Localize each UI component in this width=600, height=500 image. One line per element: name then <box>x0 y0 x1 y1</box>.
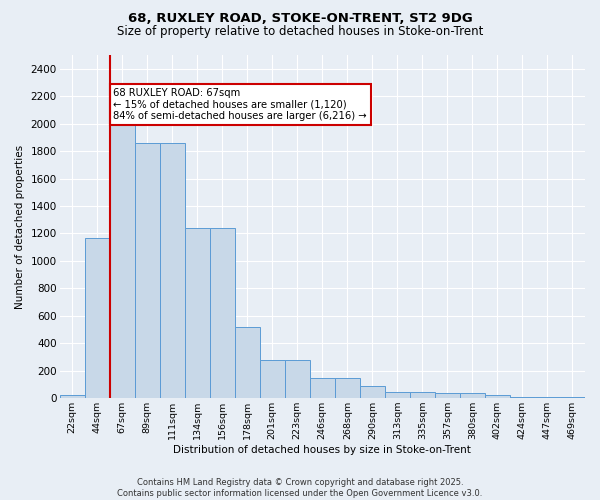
Bar <box>285 360 310 398</box>
Bar <box>260 360 285 398</box>
Text: 68, RUXLEY ROAD, STOKE-ON-TRENT, ST2 9DG: 68, RUXLEY ROAD, STOKE-ON-TRENT, ST2 9DG <box>128 12 472 26</box>
Bar <box>385 392 410 398</box>
Text: 68 RUXLEY ROAD: 67sqm
← 15% of detached houses are smaller (1,120)
84% of semi-d: 68 RUXLEY ROAD: 67sqm ← 15% of detached … <box>113 88 367 121</box>
Bar <box>460 392 485 398</box>
Bar <box>160 143 185 398</box>
Text: Contains HM Land Registry data © Crown copyright and database right 2025.
Contai: Contains HM Land Registry data © Crown c… <box>118 478 482 498</box>
Bar <box>335 378 360 398</box>
Bar <box>210 228 235 398</box>
Bar <box>185 228 210 398</box>
Bar <box>435 392 460 398</box>
Text: Size of property relative to detached houses in Stoke-on-Trent: Size of property relative to detached ho… <box>117 25 483 38</box>
Bar <box>485 396 510 398</box>
Bar <box>410 392 435 398</box>
Bar <box>134 143 160 398</box>
Bar <box>235 327 260 398</box>
X-axis label: Distribution of detached houses by size in Stoke-on-Trent: Distribution of detached houses by size … <box>173 445 471 455</box>
Bar <box>85 238 110 398</box>
Bar <box>310 378 335 398</box>
Y-axis label: Number of detached properties: Number of detached properties <box>15 144 25 308</box>
Bar <box>110 124 134 398</box>
Bar <box>360 386 385 398</box>
Bar <box>59 394 85 398</box>
